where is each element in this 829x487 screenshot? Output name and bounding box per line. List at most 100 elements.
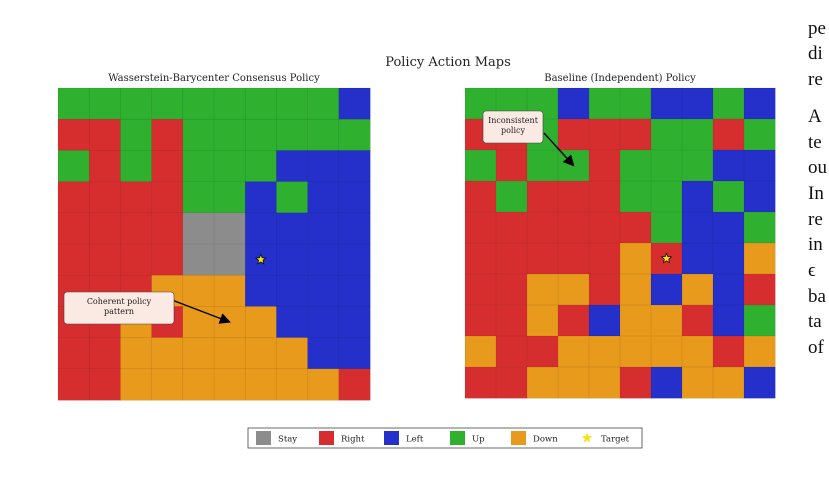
grid-cell-left [244, 212, 277, 245]
grid-cell-down [464, 335, 497, 368]
grid-cell-right [619, 211, 652, 244]
grid-cell-down [182, 337, 215, 370]
grid-cell-up [338, 118, 371, 151]
grid-cell-right [712, 118, 745, 151]
grid-cell-right [338, 368, 371, 401]
grid-cell-up [182, 118, 215, 151]
grid-cell-down [712, 366, 745, 399]
grid-cell-down [526, 304, 559, 337]
grid-cell-up [619, 149, 652, 182]
grid-cell-left [338, 306, 371, 339]
grid-cell-left [307, 150, 340, 183]
grid-cell-down [213, 306, 246, 339]
grid-cell-left [650, 366, 683, 399]
grid-cell-left [307, 274, 340, 307]
legend-label-right: Right [341, 435, 365, 445]
grid-cell-right [57, 212, 90, 245]
grid-cell-down [557, 335, 590, 368]
grid-cell-left [743, 149, 776, 182]
grid-cell-down [557, 273, 590, 306]
grid-cell-up [588, 87, 621, 120]
grid-cell-right [712, 335, 745, 368]
grid-cell-right [151, 181, 184, 214]
grid-cell-up [307, 87, 340, 120]
grid-cell-right [88, 243, 121, 276]
side-text-line: in [808, 234, 823, 255]
grid-cell-up [213, 118, 246, 151]
grid-cell-left [244, 274, 277, 307]
grid-cell-down [681, 335, 714, 368]
grid-cell-up [213, 87, 246, 120]
grid-cell-up [681, 118, 714, 151]
grid-cell-down [307, 368, 340, 401]
grid-cell-right [151, 150, 184, 183]
side-text-line: ta [808, 311, 822, 332]
grid-cell-right [495, 335, 528, 368]
grid-cell-left [681, 87, 714, 120]
grid-cell-right [464, 242, 497, 275]
legend-items: Stay Right Left Up Down Target [256, 431, 630, 445]
target-star-icon [660, 252, 673, 264]
grid-cell-up [213, 181, 246, 214]
side-text-line: A [808, 106, 822, 127]
grid-cell-left [338, 212, 371, 245]
grid-cell-down [650, 335, 683, 368]
grid-cell-left [276, 306, 309, 339]
side-text-line: ou [808, 157, 827, 178]
grid-cell-left [338, 243, 371, 276]
grid-cell-down [526, 273, 559, 306]
grid-cell-up [307, 118, 340, 151]
grid-cell-up [120, 118, 153, 151]
grid-cell-right [557, 118, 590, 151]
grid-cell-up [182, 181, 215, 214]
side-text-line: ba [808, 286, 826, 307]
grid-cell-up [681, 149, 714, 182]
grid-cell-up [650, 211, 683, 244]
grid-cell-right [88, 212, 121, 245]
annotation-arrow [171, 299, 231, 324]
grid-cell-left [743, 180, 776, 213]
annotation-text: Inconsistent [488, 116, 539, 125]
grid-cell-left [276, 212, 309, 245]
grid-cell-left [681, 180, 714, 213]
grid-cell-right [88, 181, 121, 214]
grid-cell-right [464, 211, 497, 244]
legend-target-star-icon [581, 432, 593, 443]
grid-cell-down [588, 335, 621, 368]
grid-cell-right [464, 366, 497, 399]
grid-cell-up [464, 149, 497, 182]
grid-cell-right [588, 273, 621, 306]
grid-cell-right [619, 366, 652, 399]
grid-cell-down [619, 304, 652, 337]
grid-cell-down [151, 337, 184, 370]
grid-cell-left [338, 150, 371, 183]
grid-cell-stay [182, 212, 215, 245]
grid-cell-stay [182, 243, 215, 276]
grid-cell-right [120, 181, 153, 214]
legend: Stay Right Left Up Down Target [247, 427, 643, 449]
grid-cell-down [244, 306, 277, 339]
legend-swatch-left [384, 431, 399, 445]
grid-cell-right [88, 368, 121, 401]
grid-cell-up [650, 149, 683, 182]
grid-cell-left [307, 181, 340, 214]
grid-cell-right [588, 211, 621, 244]
legend-swatch-down [511, 431, 526, 445]
grid-cell-down [619, 242, 652, 275]
annotation-box [63, 291, 175, 325]
grid-cell-left [276, 150, 309, 183]
side-text-line: of [808, 337, 824, 358]
grid-cell-down [650, 304, 683, 337]
grid-cell-right [526, 335, 559, 368]
grid-cell-up [276, 118, 309, 151]
grid-cell-stay [213, 212, 246, 245]
grid-cell-up [619, 87, 652, 120]
grid-cell-up [88, 87, 121, 120]
grid-cell-down [213, 368, 246, 401]
grid-cell-right [57, 118, 90, 151]
annotation-text: Coherent policy [87, 297, 152, 306]
grid-cell-down [120, 368, 153, 401]
grid-cell-up [244, 87, 277, 120]
